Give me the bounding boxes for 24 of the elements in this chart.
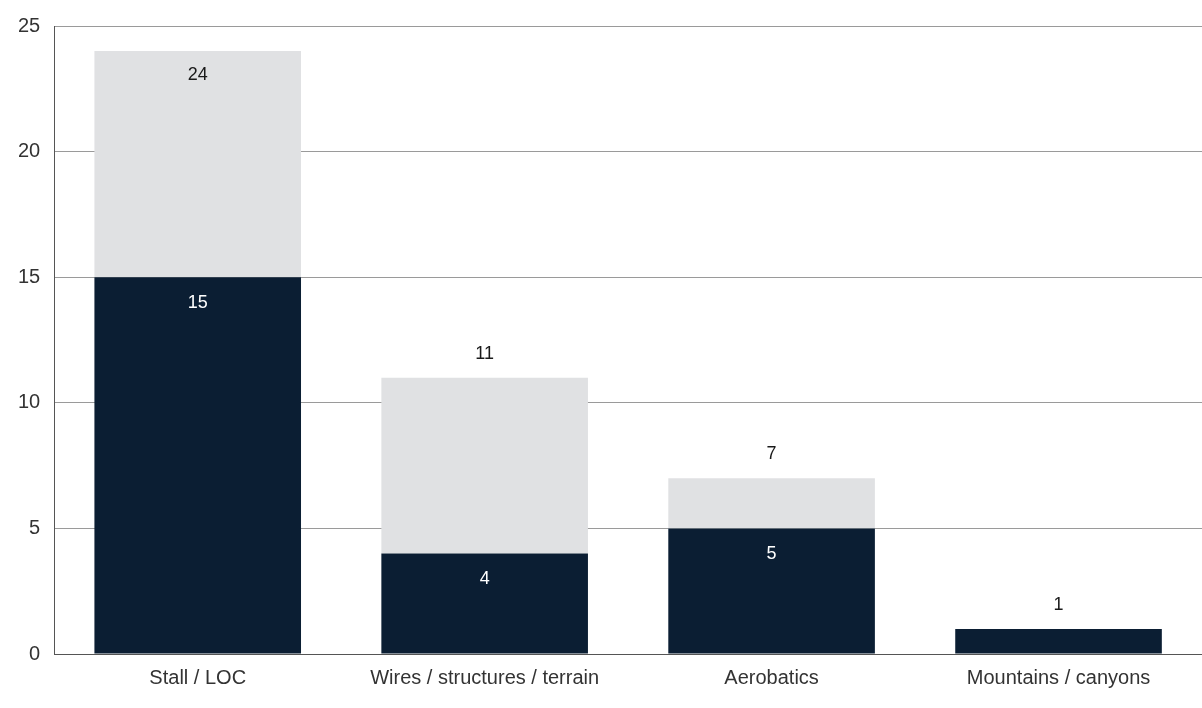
- y-tick-label: 15: [18, 264, 41, 287]
- x-tick-label: Wires / structures / terrain: [370, 665, 600, 688]
- x-tick-label: Mountains / canyons: [966, 665, 1151, 688]
- x-tick-label: Stall / LOC: [149, 665, 247, 688]
- y-tick-label: 25: [18, 13, 41, 36]
- bar: [381, 377, 588, 554]
- total-label: 7: [766, 443, 777, 464]
- x-tick-label: Aerobatics: [724, 665, 819, 688]
- bar: [381, 553, 588, 654]
- bar: [94, 51, 302, 278]
- bar: [94, 277, 302, 654]
- data-label: 4: [479, 568, 490, 589]
- y-tick-label: 10: [18, 390, 41, 413]
- bar: [668, 478, 875, 529]
- bar: [955, 628, 1162, 654]
- total-label: 11: [475, 342, 494, 363]
- y-tick-label: 20: [18, 139, 41, 162]
- total-label: 24: [187, 64, 208, 85]
- data-label: 5: [766, 543, 777, 564]
- y-tick-label: 0: [29, 641, 41, 664]
- bar: [668, 528, 875, 654]
- total-label: 1: [1053, 593, 1064, 614]
- data-label: 15: [187, 292, 208, 313]
- y-tick-label: 5: [29, 515, 41, 538]
